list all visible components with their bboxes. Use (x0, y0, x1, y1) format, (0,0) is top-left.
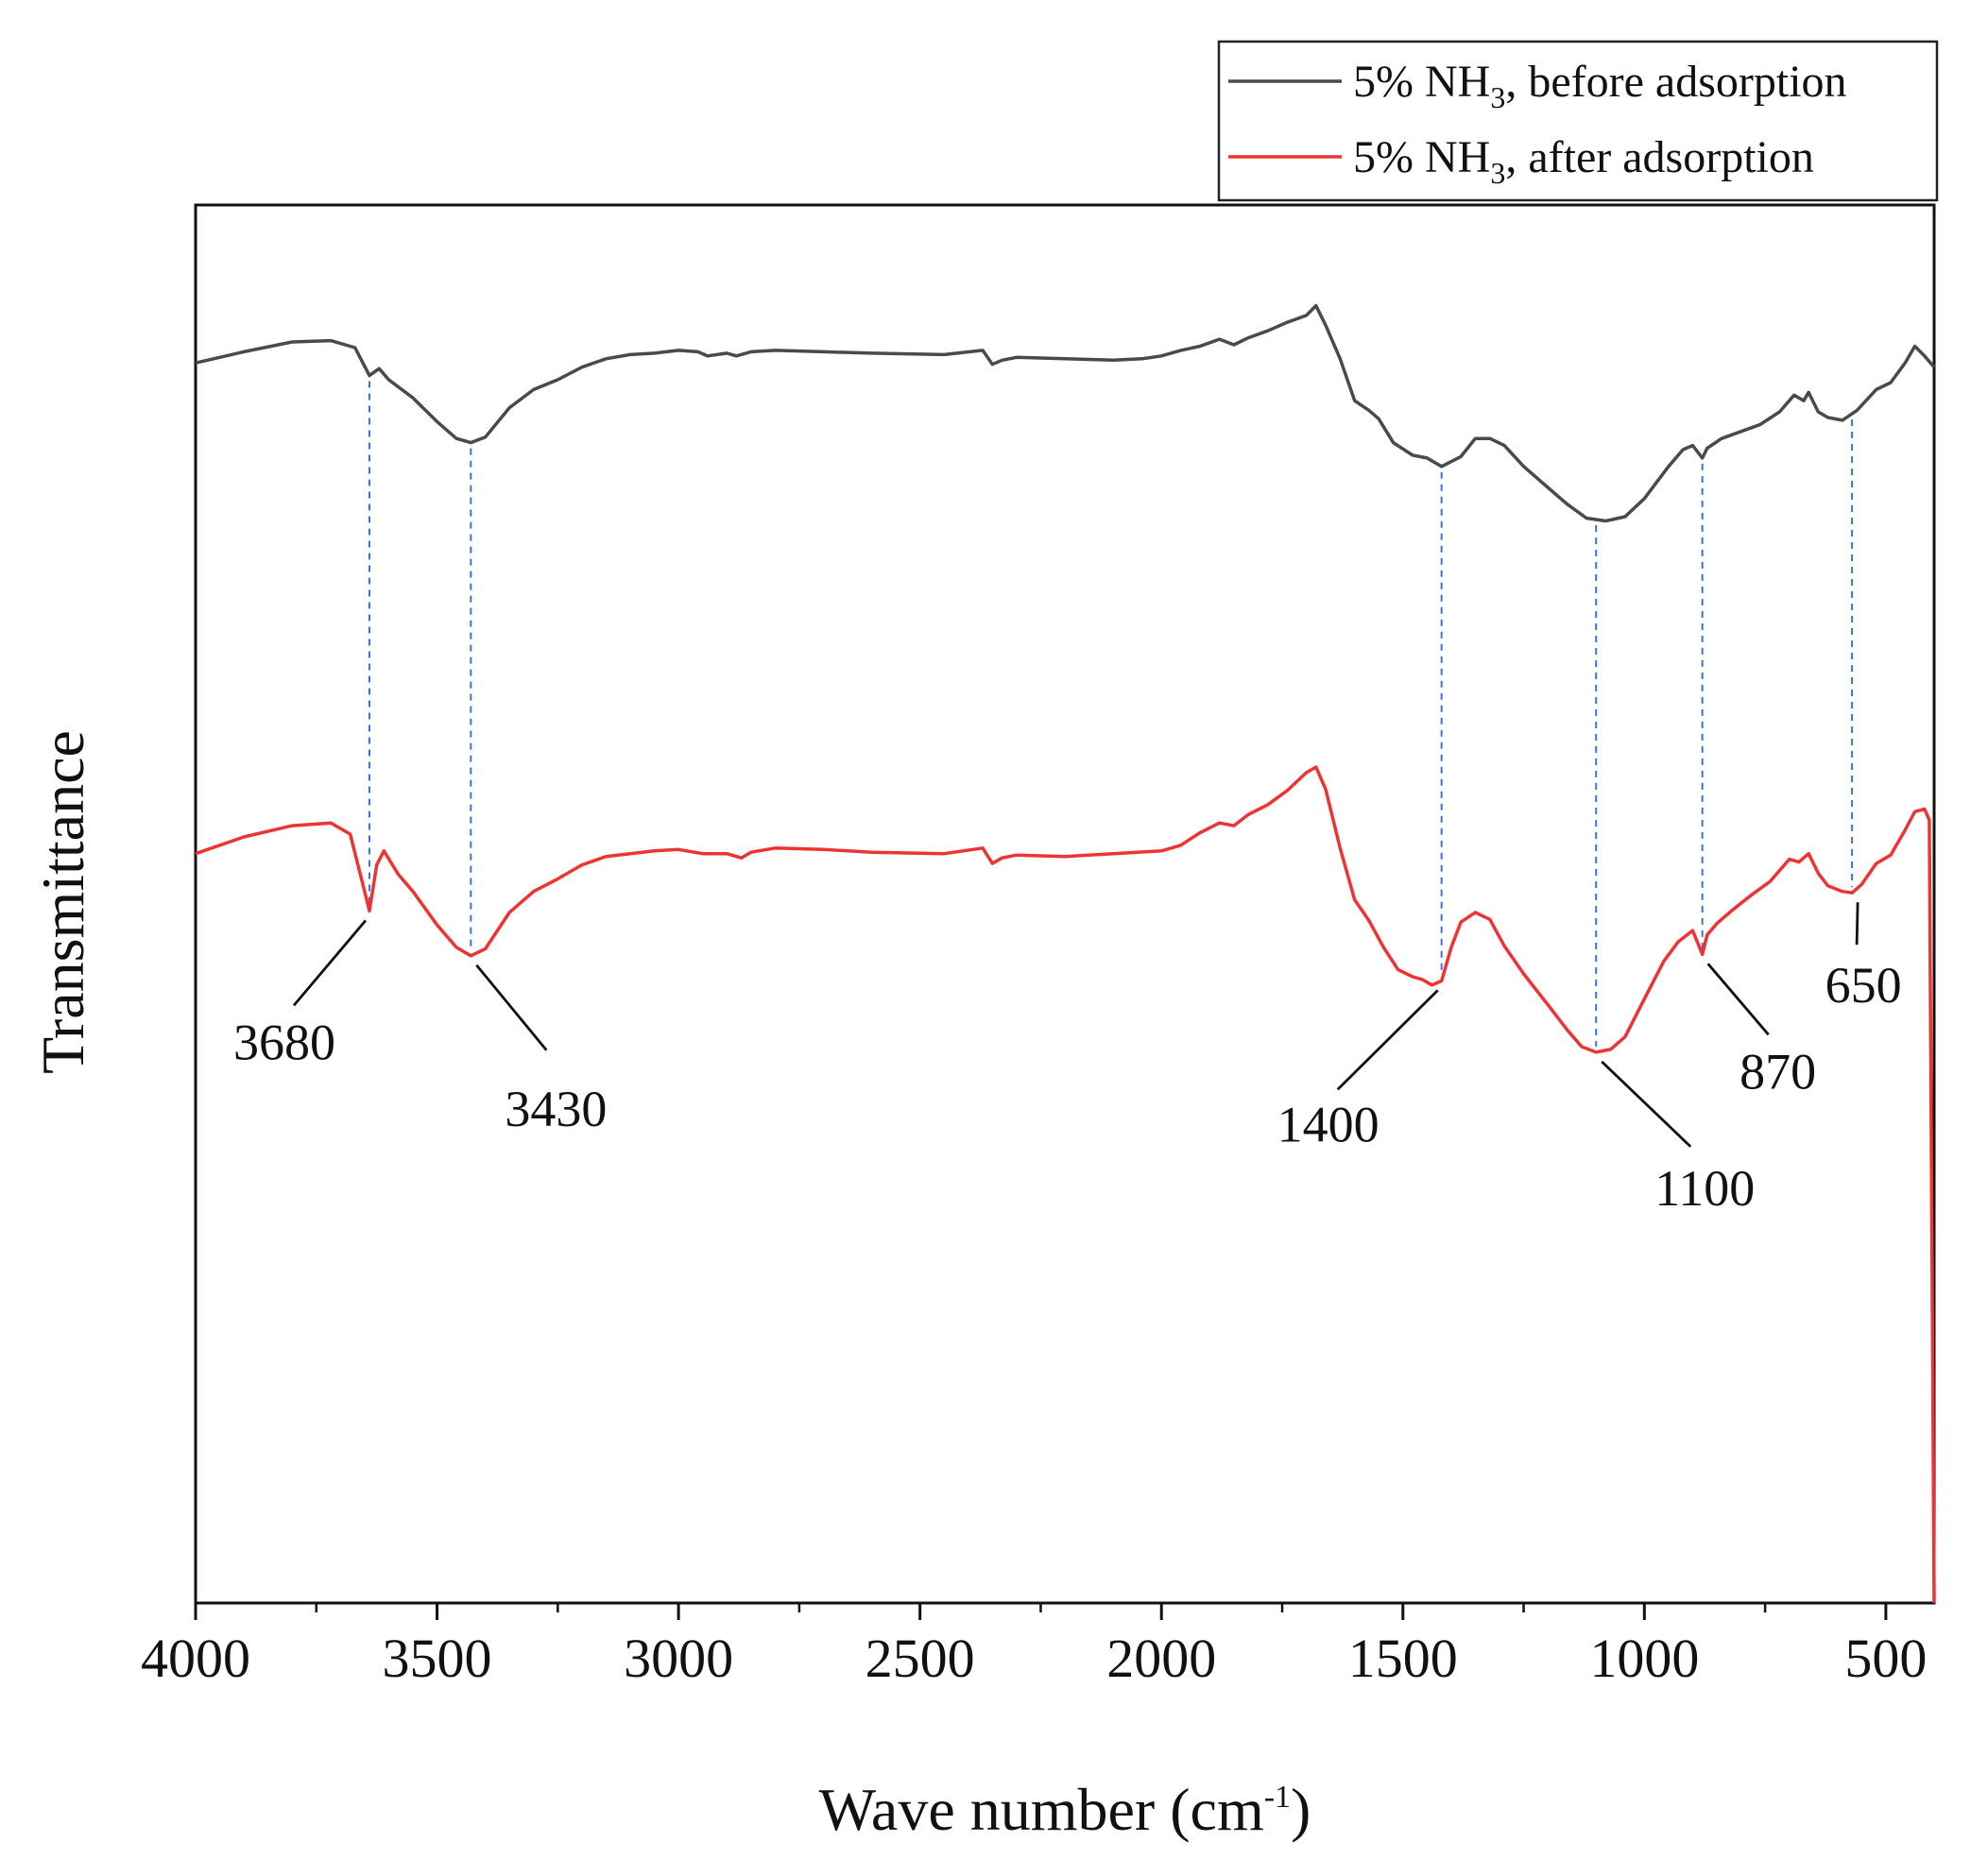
plot-frame (194, 203, 1936, 1605)
leader-1100 (1601, 1060, 1692, 1148)
peak-label-1100: 1100 (1654, 1160, 1755, 1217)
series-group (195, 303, 1936, 1604)
peak-label-870: 870 (1740, 1043, 1816, 1100)
leader-870 (1706, 963, 1770, 1036)
x-tick-label-3000: 3000 (624, 1628, 733, 1689)
x-axis-title: Wave number (cm-1) (819, 1776, 1311, 1843)
x-tick-label-1000: 1000 (1589, 1628, 1699, 1689)
series-line-after (195, 765, 1936, 1604)
x-axis-ticks: 4000 3500 3000 2500 2000 1500 1000 500 (141, 1603, 1927, 1689)
peak-guide-lines (368, 381, 1854, 1047)
annotation-leaders (292, 902, 1859, 1148)
peak-label-3430: 3430 (505, 1081, 607, 1137)
leader-3430 (475, 964, 548, 1051)
leader-1400 (1336, 989, 1439, 1091)
leader-3680 (292, 919, 368, 1007)
y-axis-title: Transmittance (29, 730, 96, 1074)
x-tick-label-2500: 2500 (865, 1628, 975, 1689)
x-tick-label-500: 500 (1844, 1628, 1927, 1689)
peak-label-3680: 3680 (233, 1014, 335, 1070)
x-tick-label-2000: 2000 (1106, 1628, 1216, 1689)
x-tick-label-4000: 4000 (141, 1628, 250, 1689)
leader-650 (1855, 902, 1859, 946)
x-tick-label-1500: 1500 (1348, 1628, 1458, 1689)
legend-label-before: 5% NH3, before adsorption (1353, 57, 1847, 114)
peak-label-650: 650 (1825, 957, 1902, 1014)
legend-box (1217, 40, 1939, 202)
legend-label-after: 5% NH3, after adsorption (1353, 132, 1814, 190)
series-line-before (195, 303, 1936, 523)
peak-label-1400: 1400 (1277, 1096, 1380, 1152)
x-tick-label-3500: 3500 (383, 1628, 492, 1689)
